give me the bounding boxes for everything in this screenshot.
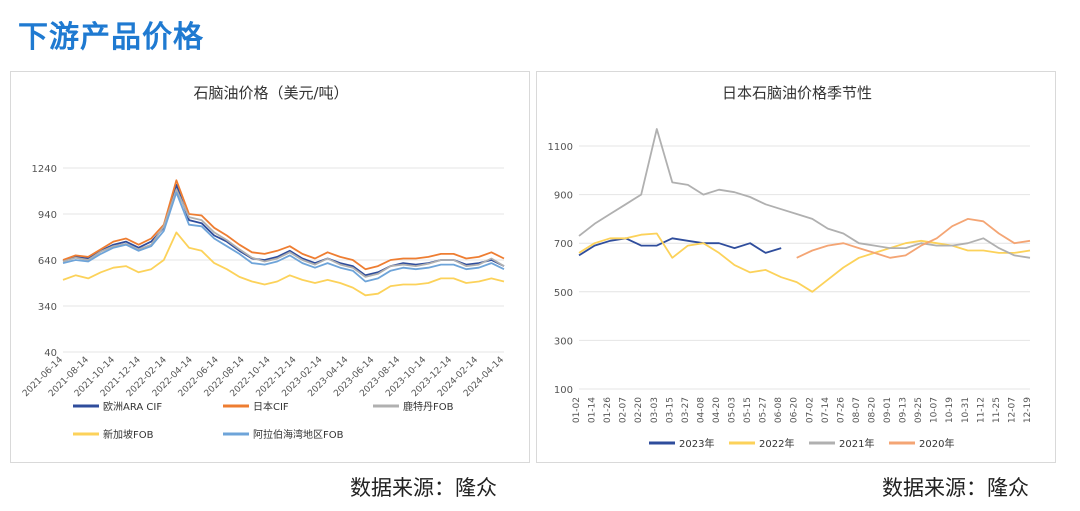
x-tick-label: 10-31 xyxy=(961,397,971,423)
series-line-2021年 xyxy=(578,128,1031,259)
x-tick-label: 12-19 xyxy=(1023,397,1033,423)
y-tick-label: 100 xyxy=(554,385,573,396)
x-tick-label: 06-08 xyxy=(774,397,784,423)
legend-label: 2022年 xyxy=(759,437,794,450)
series-line-日本CIF xyxy=(62,179,505,271)
naphtha-price-chart-panel: 石脑油价格（美元/吨） 40 340 640 940 1240 2021-06-14 2021… xyxy=(10,71,530,463)
x-tick-label: 01-14 xyxy=(588,397,598,423)
x-tick-label: 09-25 xyxy=(914,397,924,423)
series-line-阿拉伯海湾地区FOB xyxy=(62,191,505,283)
x-tick-label: 01-26 xyxy=(603,397,613,423)
x-tick-label: 05-03 xyxy=(728,397,738,423)
japan-naphtha-seasonal-chart-panel: 日本石脑油价格季节性 100 300 500 700 900 1100 01-02 01-14 0… xyxy=(536,71,1056,463)
japan-naphtha-seasonal-chart: 日本石脑油价格季节性 100 300 500 700 900 1100 01-02 01-14 0… xyxy=(548,84,1033,450)
legend-label: 2023年 xyxy=(679,437,714,450)
x-tick-label: 07-26 xyxy=(836,397,846,423)
x-tick-label: 09-13 xyxy=(899,397,909,423)
x-tick-label: 10-19 xyxy=(945,397,955,423)
legend-label: 日本CIF xyxy=(253,400,289,413)
x-tick-label: 03-27 xyxy=(681,397,691,423)
data-source-right: 数据来源：隆众 xyxy=(882,476,1029,500)
y-tick-label: 640 xyxy=(38,256,57,267)
series-line-2020年 xyxy=(796,217,1031,259)
x-tick-label: 05-15 xyxy=(743,397,753,423)
x-tick-label: 02-07 xyxy=(619,397,629,423)
x-tick-label: 04-08 xyxy=(696,397,706,423)
x-tick-label: 09-01 xyxy=(883,397,893,423)
chart-title: 日本石脑油价格季节性 xyxy=(722,84,872,102)
legend-label: 2020年 xyxy=(919,437,954,450)
y-tick-label: 700 xyxy=(554,239,573,250)
x-tick-label: 02-20 xyxy=(634,397,644,423)
series-line-新加坡FOB xyxy=(62,231,505,297)
x-tick-label: 08-20 xyxy=(867,397,877,423)
legend-label: 阿拉伯海湾地区FOB xyxy=(253,428,344,441)
data-source-left: 数据来源：隆众 xyxy=(350,476,497,500)
x-tick-label: 06-20 xyxy=(790,397,800,423)
legend-label: 2021年 xyxy=(839,437,874,450)
chart-title: 石脑油价格（美元/吨） xyxy=(193,84,348,102)
x-tick-label: 07-02 xyxy=(805,397,815,423)
x-tick-label: 12-07 xyxy=(1007,397,1017,423)
x-tick-label: 05-27 xyxy=(759,397,769,423)
x-tick-label: 01-02 xyxy=(572,397,582,423)
x-tick-label: 03-15 xyxy=(665,397,675,423)
y-tick-label: 300 xyxy=(554,336,573,347)
y-tick-label: 500 xyxy=(554,288,573,299)
x-tick-label: 11-25 xyxy=(992,397,1002,423)
y-tick-label: 340 xyxy=(38,302,57,313)
y-tick-label: 900 xyxy=(554,191,573,202)
x-tick-label: 04-20 xyxy=(712,397,722,423)
naphtha-price-chart: 石脑油价格（美元/吨）4034064094012402021-06-142021… xyxy=(21,84,506,441)
x-tick-label: 03-03 xyxy=(650,397,660,423)
series-line-2022年 xyxy=(578,232,1031,293)
legend-label: 新加坡FOB xyxy=(103,428,154,441)
x-tick-label: 11-12 xyxy=(976,397,986,423)
page-title: 下游产品价格 xyxy=(18,20,204,55)
y-tick-label: 1240 xyxy=(32,164,57,175)
x-tick-label: 08-07 xyxy=(852,397,862,423)
series-line-鹿特丹FOB xyxy=(62,188,505,278)
x-tick-label: 10-07 xyxy=(930,397,940,423)
x-tick-label: 07-14 xyxy=(821,397,831,423)
legend-label: 鹿特丹FOB xyxy=(403,400,454,413)
series-line-2023年 xyxy=(578,237,782,257)
y-tick-label: 1100 xyxy=(548,142,573,153)
y-tick-label: 940 xyxy=(38,210,57,221)
legend-label: 欧洲ARA CIF xyxy=(103,401,162,413)
y-tick-label: 40 xyxy=(44,348,57,359)
